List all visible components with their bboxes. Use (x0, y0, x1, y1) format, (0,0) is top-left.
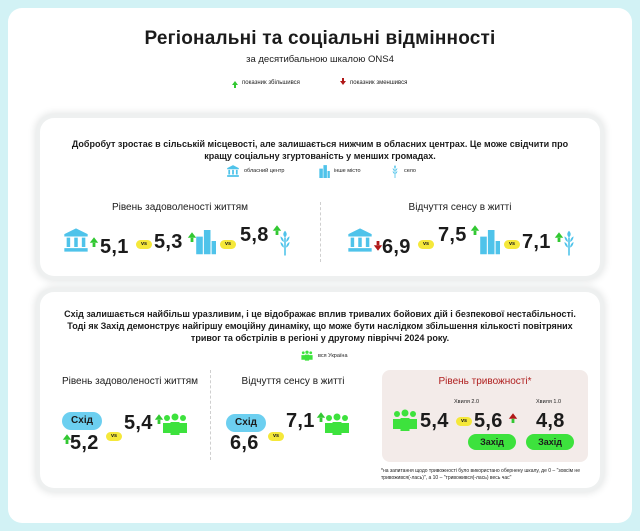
anxiety-heading: Рівень тривожності* (438, 376, 532, 387)
divider (320, 202, 321, 262)
wave-1-label: Хвиля 1.0 (536, 399, 562, 405)
all-ukraine-value: 5,4 (124, 412, 153, 434)
vs-badge: vs (456, 417, 472, 426)
meaning-heading: Відчуття сенсу в житті (241, 376, 345, 387)
vs-badge: vs (418, 240, 434, 249)
wheat-icon (560, 228, 578, 261)
people-group-icon (300, 350, 314, 362)
arrow-up-icon (470, 225, 480, 236)
meaning-heading: Відчуття сенсу в житті (408, 202, 512, 213)
west-wave-2-value: 5,6 (474, 410, 503, 432)
village-value: 7,1 (522, 231, 551, 253)
city-icon (478, 226, 500, 261)
wave-2-label: Хвиля 2.0 (454, 399, 480, 405)
all-ukraine-value: 5,4 (420, 410, 449, 432)
arrow-up-icon (508, 413, 518, 424)
arrow-up-icon (272, 225, 282, 236)
legend-all-ukraine: вся Україна (300, 350, 348, 362)
vs-badge: vs (136, 240, 152, 249)
divider (210, 370, 211, 460)
legend-other-city: інше місто (318, 164, 361, 178)
all-ukraine-value: 7,1 (286, 410, 315, 432)
page-subtitle: за десятибальною шкалою ONS4 (246, 54, 394, 65)
east-value: 6,6 (230, 432, 259, 454)
village-value: 5,8 (240, 224, 269, 246)
vs-badge: vs (504, 240, 520, 249)
other-city-value: 7,5 (438, 224, 467, 246)
people-group-icon (390, 406, 420, 441)
regional-summary: Схід залишається найбільш уразливим, і ц… (64, 309, 576, 343)
wheat-icon (390, 164, 400, 178)
city-icon (194, 226, 216, 261)
arrow-down-icon (373, 240, 383, 251)
arrow-up-icon (154, 414, 164, 425)
oblast-center-value: 6,9 (382, 236, 411, 258)
people-group-icon (322, 410, 352, 445)
oblast-center-value: 5,1 (100, 236, 129, 258)
vs-badge: vs (106, 432, 122, 441)
people-group-icon (160, 410, 190, 445)
life-satisfaction-heading: Рівень задоволеності життям (111, 202, 249, 213)
arrow-up-icon (316, 412, 326, 423)
city-icon (318, 164, 330, 178)
legend-oblast-center: обласний центр (226, 164, 284, 178)
building-icon (226, 164, 240, 178)
arrow-down-icon (340, 78, 346, 85)
region-east-badge: Схід (62, 412, 102, 430)
region-west-badge: Захід (526, 434, 574, 450)
region-east-badge: Схід (226, 414, 266, 432)
vs-badge: vs (220, 240, 236, 249)
wheat-icon (276, 228, 294, 261)
anxiety-footnote: *на запитання щодо тривожності було вико… (381, 468, 580, 481)
legend-decrease: показник зменшився (340, 78, 407, 86)
vs-badge: vs (268, 432, 284, 441)
page-title: Регіональні та соціальні відмінності (144, 28, 496, 49)
legend-increase: показник збільшився (232, 80, 300, 88)
arrow-up-icon (232, 81, 238, 88)
arrow-up-icon (554, 232, 564, 243)
life-satisfaction-heading: Рівень задоволеності життям (61, 376, 199, 387)
east-value: 5,2 (70, 432, 99, 454)
building-icon (346, 226, 374, 259)
other-city-value: 5,3 (154, 231, 183, 253)
arrow-up-icon (89, 237, 99, 248)
arrow-up-icon (187, 232, 197, 243)
building-icon (62, 226, 90, 259)
settlement-summary: Добробут зростає в сільській місцевості,… (71, 139, 569, 161)
legend-village: село (390, 164, 416, 178)
region-west-badge: Захід (468, 434, 516, 450)
west-wave-1-value: 4,8 (536, 410, 565, 432)
arrow-up-icon (62, 434, 72, 445)
